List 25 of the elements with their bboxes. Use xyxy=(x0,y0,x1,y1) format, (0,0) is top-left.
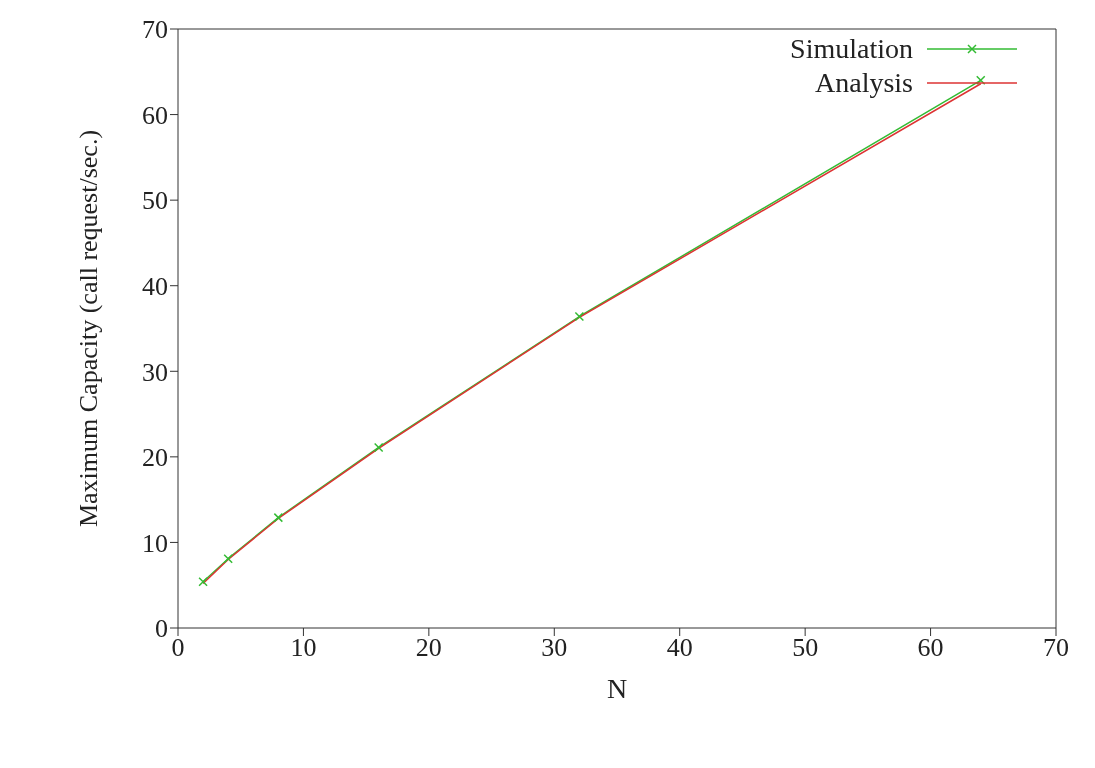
x-tick-label: 10 xyxy=(290,633,317,663)
x-tick-label: 20 xyxy=(415,633,442,663)
point xyxy=(373,442,384,453)
y-tick-label: 20 xyxy=(142,443,168,473)
point xyxy=(273,512,284,523)
x-tick-label: 60 xyxy=(917,633,944,663)
y-tick-label: 30 xyxy=(142,357,168,387)
legend-label: Analysis xyxy=(815,66,913,100)
y-tick-label: 40 xyxy=(142,271,168,301)
y-tick-label: 10 xyxy=(142,528,168,558)
y-tick-label: 0 xyxy=(155,614,168,644)
point xyxy=(198,577,208,587)
point xyxy=(223,553,233,564)
y-tick-label: 50 xyxy=(142,186,168,216)
y-axis-title: Maximum Capacity (call request/sec.) xyxy=(74,129,104,528)
x-axis-title: N xyxy=(606,673,628,704)
y-tick-label: 70 xyxy=(142,15,168,45)
point xyxy=(574,311,585,322)
legend-label: Simulation xyxy=(790,32,913,66)
x-tick-label: 40 xyxy=(666,633,693,663)
y-tick-label: 60 xyxy=(142,100,168,130)
point xyxy=(975,75,986,86)
x-tick-label: 50 xyxy=(792,633,819,663)
x-tick-label: 30 xyxy=(541,633,568,663)
x-tick-label: 70 xyxy=(1043,633,1069,663)
